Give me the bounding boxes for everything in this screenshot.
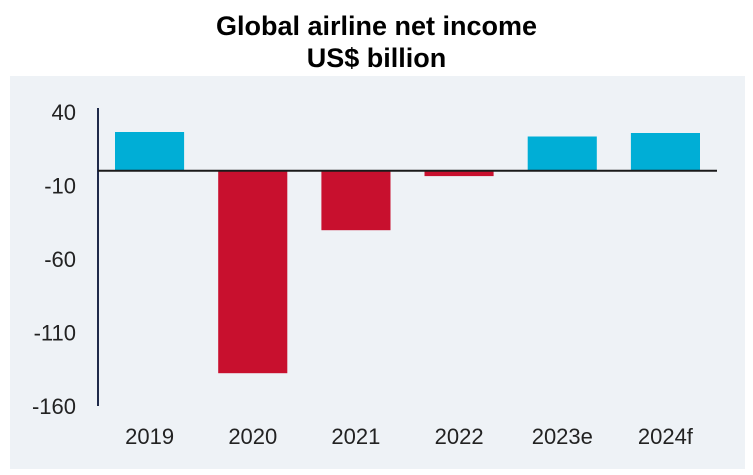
- y-tick-labels: 40 -10 -60 -110 -160: [32, 100, 76, 419]
- bar-2019: [115, 132, 185, 171]
- x-tick-labels: 2019 2020 2021 2022 2023e 2024f: [125, 424, 694, 449]
- bar-2023e: [527, 136, 597, 171]
- x-tick-label: 2019: [125, 424, 174, 449]
- bar-2020: [218, 170, 288, 374]
- bar-2022: [424, 170, 494, 177]
- y-tick-label: 40: [52, 100, 76, 125]
- x-tick-label: 2022: [435, 424, 484, 449]
- chart-title: Global airline net income: [215, 11, 538, 41]
- x-tick-label: 2021: [331, 424, 380, 449]
- chart-title-block: Global airline net income US$ billion: [0, 10, 753, 74]
- bar-2024f: [630, 133, 700, 171]
- x-tick-label: 2020: [228, 424, 277, 449]
- chart-panel: 40 -10 -60 -110 -160 2019 2020 2021 2022 2023e 20…: [10, 76, 745, 469]
- bar-2021: [321, 170, 391, 231]
- bars-group: [115, 132, 700, 374]
- y-tick-label: -160: [32, 394, 76, 419]
- bar-chart: 40-10-60-110-160 2019 2020 2021 2022 2023e 20…: [10, 76, 745, 469]
- x-tick-label: 2024f: [638, 424, 694, 449]
- y-tick-label: -10: [44, 174, 76, 199]
- x-tick-label: 2023e: [532, 424, 593, 449]
- y-tick-label: -110: [34, 321, 76, 346]
- chart-subtitle: US$ billion: [306, 43, 447, 73]
- y-tick-label: -60: [44, 247, 76, 272]
